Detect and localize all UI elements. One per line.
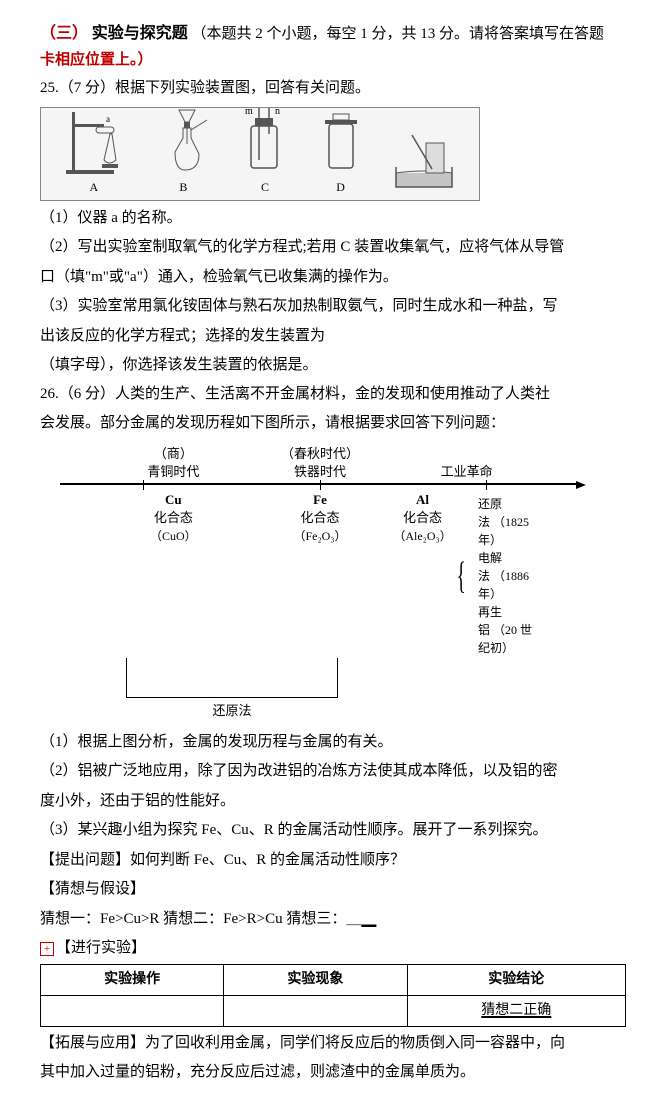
water-trough-icon: [392, 125, 458, 197]
q25-p2a: （2）写出实验室制取氧气的化学方程式;若用 C 装置收集氧气，应将气体从导管: [40, 235, 626, 261]
td-conc: 猜想二正确: [407, 995, 625, 1026]
plus-box-icon: +: [40, 942, 54, 956]
q26-hyp: 猜想一：Fe>Cu>R 猜想二：Fe>R>Cu 猜想三：＿＿: [40, 907, 626, 933]
svg-text:n: n: [275, 106, 280, 117]
q26-p2b: 度小外，还由于铝的性能好。: [40, 789, 626, 815]
flask-funnel-icon: [155, 104, 211, 176]
apparatus-C: m n C: [241, 104, 289, 197]
td-phenom: [224, 995, 407, 1026]
section-note: （本题共 2 个小题，每空 1 分，共 13 分。请将答案填写在答题: [192, 26, 605, 42]
table-row: 猜想二正确: [41, 995, 626, 1026]
section-note-2: 卡相应位置上。）: [40, 48, 626, 74]
q25-p3a: （3）实验室常用氯化铵固体与熟石灰加热制取氨气，同时生成水和一种盐，写: [40, 294, 626, 320]
q25-p1: （1）仪器 a 的名称。: [40, 206, 626, 232]
table-row: 实验操作 实验现象 实验结论: [41, 964, 626, 995]
q26-head-b: 会发展。部分金属的发现历程如下图所示，请根据要求回答下列问题：: [40, 411, 626, 437]
q25-head: 25.（7 分）根据下列实验装置图，回答有关问题。: [40, 76, 626, 102]
td-op: [41, 995, 224, 1026]
q26-ext: 【拓展与应用】为了回收利用金属，同学们将反应后的物质倒入同一容器中，向: [40, 1031, 626, 1057]
q25-p2c: 口（填"m"或"a"）通入，检验氧气已收集满的操作为。: [40, 265, 626, 291]
apparatus-A: a A: [62, 104, 126, 197]
brace-icon: {: [456, 557, 465, 595]
th-phenom: 实验现象: [224, 964, 407, 995]
apparatus-label-C: C: [261, 177, 269, 197]
q25-p3b: 出该反应的化学方程式；选择的发生装置为: [40, 324, 626, 350]
experiment-table: 实验操作 实验现象 实验结论 猜想二正确: [40, 964, 626, 1027]
arrow-right-icon: [576, 479, 588, 491]
method-label: 还原法: [127, 697, 337, 722]
q25-p3d: （填字母），你选择该发生装置的依据是。: [40, 353, 626, 379]
q26-p1: （1）根据上图分析，金属的发现历程与金属的有关。: [40, 730, 626, 756]
apparatus-B: B: [155, 104, 211, 197]
q26-propose: 【提出问题】如何判断 Fe、Cu、R 的金属活动性顺序？: [40, 848, 626, 874]
gas-bottle-icon: m n: [241, 104, 289, 176]
gas-jar-icon: [319, 104, 363, 176]
svg-text:a: a: [106, 114, 110, 124]
timeline-figure: （商）青铜时代 （春秋时代）铁器时代 工业革命 Cu 化合态 （CuO） Fe …: [60, 445, 580, 722]
q26-p2: （2）铝被广泛地应用，除了因为改进铝的冶炼方法使其成本降低，以及铝的密: [40, 759, 626, 785]
apparatus-label-B: B: [179, 177, 187, 197]
svg-text:m: m: [245, 106, 253, 117]
q26-hyp-label: 【猜想与假设】: [40, 877, 626, 903]
section-number: （三）: [40, 25, 88, 42]
th-conc: 实验结论: [407, 964, 625, 995]
apparatus-label-D: D: [336, 177, 345, 197]
section-header: （三） 实验与探究题 （本题共 2 个小题，每空 1 分，共 13 分。请将答案…: [40, 20, 626, 48]
q26-p3: （3）某兴趣小组为探究 Fe、Cu、R 的金属活动性顺序。展开了一系列探究。: [40, 818, 626, 844]
apparatus-figure: a A B m n C D: [40, 107, 480, 201]
q26-head-a: 26.（6 分）人类的生产、生活离不开金属材料，金的发现和使用推动了人类社: [40, 382, 626, 408]
apparatus-E: [392, 125, 458, 198]
section-title: 实验与探究题: [92, 25, 188, 42]
th-op: 实验操作: [41, 964, 224, 995]
timeline-axis: [60, 483, 580, 485]
q26-ext-b: 其中加入过量的铝粉，充分反应后过滤，则滤渣中的金属单质为。: [40, 1060, 626, 1086]
apparatus-label-A: A: [89, 177, 98, 197]
q26-doexp: +【进行实验】: [40, 936, 626, 962]
retort-stand-icon: a: [62, 104, 126, 176]
apparatus-D: D: [319, 104, 363, 197]
